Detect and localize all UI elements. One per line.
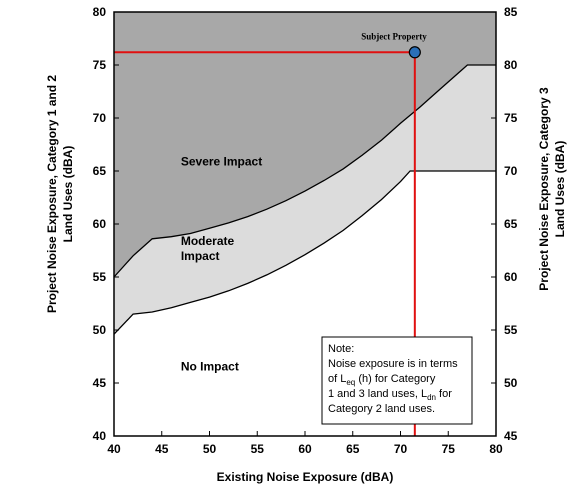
x-tick-label: 50 (203, 442, 217, 456)
y-left-axis-label-line: Project Noise Exposure, Category 1 and 2 (45, 75, 59, 313)
y-left-axis-label: Project Noise Exposure, Category 1 and 2… (45, 75, 75, 313)
axis-ticks: 40 45 50 55 60 65 70 75 804045505560657075804550… (93, 5, 518, 456)
y-left-tick-label: 40 (93, 429, 107, 443)
moderate-impact-label: Moderate Impact (181, 234, 235, 263)
subject-property-marker: Subject Property (361, 31, 427, 59)
y-right-tick-label: 60 (504, 270, 518, 284)
region-label-line: Severe Impact (181, 155, 262, 169)
no-impact-label: No Impact (181, 359, 239, 373)
y-left-tick-label: 60 (93, 217, 107, 231)
y-right-tick-label: 50 (504, 376, 518, 390)
y-right-tick-label: 55 (504, 323, 518, 337)
note-line-2-sub: eq (346, 378, 355, 387)
subject-property-label: Subject Property (361, 31, 427, 41)
x-tick-label: 40 (107, 442, 121, 456)
severe-impact-region (114, 12, 496, 277)
note-line-3-sub: dn (427, 393, 436, 402)
region-label-line: No Impact (181, 359, 239, 373)
subject-property-point (408, 46, 421, 59)
x-axis-label: Existing Noise Exposure (dBA) (217, 470, 394, 484)
y-right-axis-label-line: Land Uses (dBA) (553, 141, 567, 238)
y-right-tick-label: 85 (504, 5, 518, 19)
note-line-4: Category 2 land uses. (328, 403, 435, 415)
note-line-3: 1 and 3 land uses, Ldn for (328, 388, 452, 402)
y-right-axis-label: Project Noise Exposure, Category 3 Land U… (537, 87, 567, 291)
y-right-tick-label: 70 (504, 164, 518, 178)
region-labels: Severe Impact Moderate Impact No Impact (181, 155, 262, 374)
y-right-tick-label: 80 (504, 58, 518, 72)
x-tick-label: 45 (155, 442, 169, 456)
note-title: Note: (328, 343, 354, 355)
x-tick-label: 80 (489, 442, 503, 456)
y-left-tick-label: 55 (93, 270, 107, 284)
note-line-1: Noise exposure is in terms (328, 358, 458, 370)
x-tick-label: 75 (442, 442, 456, 456)
note-line-2-pre: of L (328, 373, 346, 385)
y-left-tick-label: 50 (93, 323, 107, 337)
x-tick-label: 70 (394, 442, 408, 456)
axis-labels: Existing Noise Exposure (dBA) Project Noi… (45, 75, 567, 484)
plot-area (114, 12, 496, 436)
region-label-line: Impact (181, 249, 220, 263)
y-right-axis-label-line: Project Noise Exposure, Category 3 (537, 87, 551, 291)
note-line-2-post: (h) for Category (355, 373, 436, 385)
moderate-impact-region (114, 65, 496, 335)
severe-impact-label: Severe Impact (181, 155, 262, 169)
note-line-3-post: for (436, 388, 452, 400)
y-left-tick-label: 65 (93, 164, 107, 178)
moderate-threshold-line (113, 170, 496, 335)
y-left-tick-label: 70 (93, 111, 107, 125)
region-label-line: Moderate (181, 234, 235, 248)
y-left-axis-label-line: Land Uses (dBA) (61, 146, 75, 243)
y-left-tick-label: 75 (93, 58, 107, 72)
severe-threshold-line (113, 64, 496, 278)
y-left-tick-label: 45 (93, 376, 107, 390)
note-box: Note: Noise exposure is in terms of Leq (h… (321, 336, 473, 425)
threshold-curves (113, 64, 496, 335)
x-tick-label: 65 (346, 442, 360, 456)
y-right-tick-label: 75 (504, 111, 518, 125)
note-line-2: of Leq (h) for Category (328, 373, 436, 387)
note-line-3-pre: 1 and 3 land uses, L (328, 388, 427, 400)
x-tick-label: 60 (298, 442, 312, 456)
note-box-frame (321, 336, 473, 425)
y-left-tick-label: 80 (93, 5, 107, 19)
y-right-tick-label: 65 (504, 217, 518, 231)
y-right-tick-label: 45 (504, 429, 518, 443)
x-tick-label: 55 (251, 442, 265, 456)
